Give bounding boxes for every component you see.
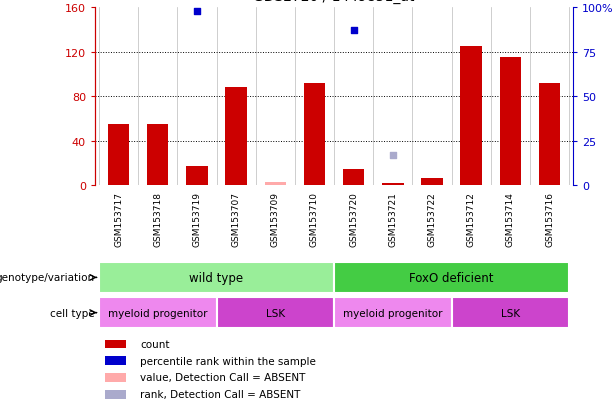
Text: GSM153707: GSM153707 — [232, 192, 241, 247]
Bar — [460, 47, 482, 186]
Text: genotype/variation: genotype/variation — [0, 273, 94, 283]
Point — [388, 152, 398, 159]
Bar — [108, 125, 129, 186]
Bar — [334, 262, 569, 294]
Text: GSM153720: GSM153720 — [349, 192, 358, 247]
Bar — [99, 297, 216, 329]
Text: GSM153722: GSM153722 — [427, 192, 436, 247]
Text: rank, Detection Call = ABSENT: rank, Detection Call = ABSENT — [140, 389, 301, 399]
Bar — [421, 178, 443, 186]
Text: GSM153721: GSM153721 — [389, 192, 397, 247]
Bar — [343, 169, 365, 186]
Bar — [226, 88, 247, 186]
Bar — [147, 125, 169, 186]
Bar — [105, 356, 126, 365]
Bar — [105, 373, 126, 382]
Text: FoxO deficient: FoxO deficient — [409, 271, 494, 284]
Text: myeloid progenitor: myeloid progenitor — [343, 308, 443, 318]
Text: myeloid progenitor: myeloid progenitor — [108, 308, 207, 318]
Bar — [539, 84, 560, 186]
Point — [349, 28, 359, 35]
Bar — [216, 297, 334, 329]
Text: GSM153714: GSM153714 — [506, 192, 515, 247]
Text: GSM153709: GSM153709 — [271, 192, 280, 247]
Text: count: count — [140, 339, 170, 349]
Bar — [105, 390, 126, 399]
Text: GSM153710: GSM153710 — [310, 192, 319, 247]
Text: percentile rank within the sample: percentile rank within the sample — [140, 356, 316, 366]
Bar — [105, 340, 126, 349]
Text: GSM153718: GSM153718 — [153, 192, 162, 247]
Bar — [334, 297, 452, 329]
Bar — [99, 262, 334, 294]
Bar — [500, 58, 521, 186]
Text: GSM153717: GSM153717 — [114, 192, 123, 247]
Title: GDS2720 / 1449851_at: GDS2720 / 1449851_at — [253, 0, 415, 5]
Text: value, Detection Call = ABSENT: value, Detection Call = ABSENT — [140, 373, 306, 382]
Text: LSK: LSK — [265, 308, 285, 318]
Text: cell type: cell type — [50, 308, 94, 318]
Bar — [452, 297, 569, 329]
Bar — [186, 167, 208, 186]
Text: GSM153712: GSM153712 — [466, 192, 476, 247]
Bar — [303, 84, 326, 186]
Text: wild type: wild type — [189, 271, 243, 284]
Text: GSM153716: GSM153716 — [545, 192, 554, 247]
Bar — [382, 184, 403, 186]
Bar — [265, 183, 286, 186]
Text: LSK: LSK — [501, 308, 520, 318]
Point — [192, 9, 202, 15]
Text: GSM153719: GSM153719 — [192, 192, 202, 247]
